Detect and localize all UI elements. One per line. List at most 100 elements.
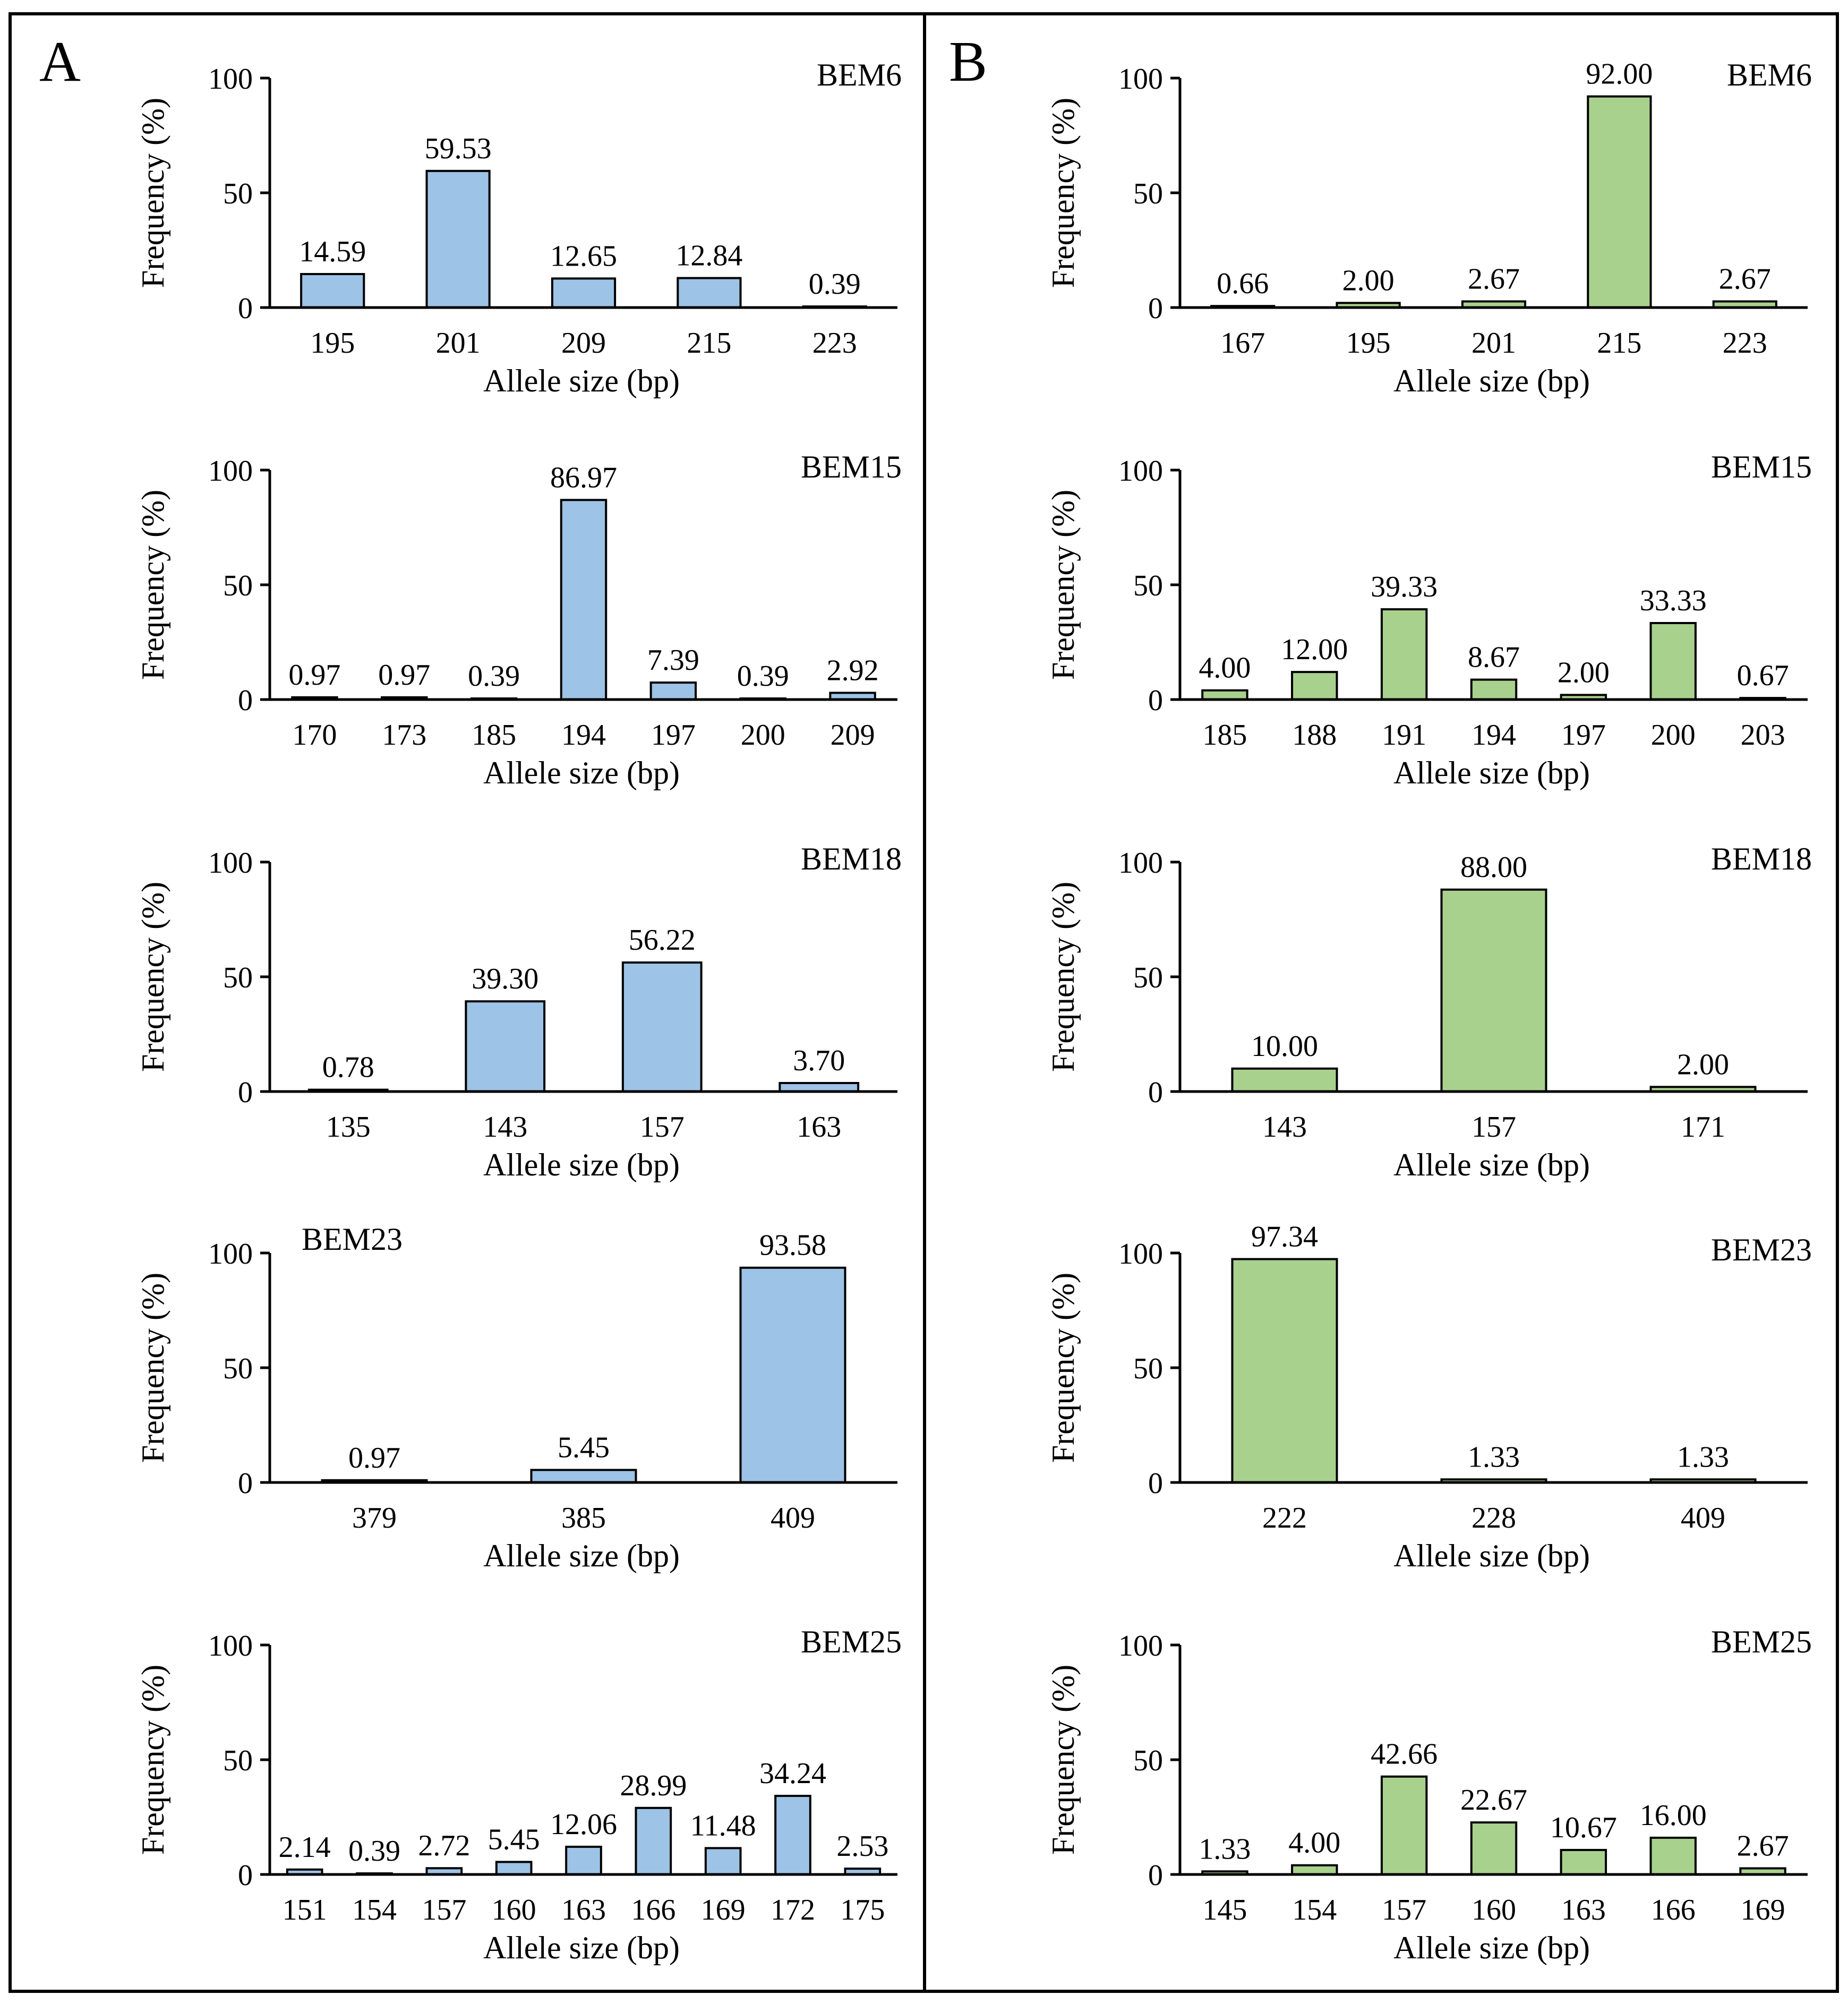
y-tick-label: 0 — [238, 1467, 253, 1500]
y-tick-label: 50 — [1133, 177, 1163, 210]
x-tick-label: 135 — [326, 1111, 371, 1144]
chart-title: BEM6 — [1727, 57, 1812, 92]
x-axis-label: Allele size (bp) — [483, 1930, 680, 1965]
chart-a-bem15: 0 50 100 Frequency (%) 0.97 170 0.97 173 0.39 185… — [135, 449, 902, 790]
data-label: 8.67 — [1468, 641, 1520, 674]
chart-title: BEM15 — [801, 449, 902, 484]
bar — [1291, 1864, 1338, 1876]
bar — [1291, 671, 1338, 701]
data-label: 86.97 — [550, 461, 617, 494]
bar — [677, 277, 742, 309]
y-tick-label: 100 — [208, 847, 253, 880]
bar — [465, 1000, 546, 1093]
data-label: 7.39 — [647, 644, 699, 677]
x-tick-label: 173 — [382, 719, 426, 752]
data-label: 10.00 — [1251, 1030, 1318, 1063]
y-tick-label: 50 — [1133, 1352, 1163, 1385]
data-label: 42.66 — [1371, 1738, 1438, 1771]
x-tick-label: 166 — [1651, 1894, 1696, 1927]
y-tick-label: 50 — [223, 1744, 253, 1777]
bar — [560, 499, 608, 701]
bar — [635, 1806, 672, 1876]
x-tick-label: 188 — [1292, 719, 1337, 752]
x-tick-label: 223 — [1723, 327, 1767, 360]
chart-title: BEM15 — [1711, 449, 1812, 484]
y-tick-label: 0 — [1148, 1076, 1163, 1109]
data-label: 33.33 — [1640, 584, 1707, 617]
data-label: 3.70 — [793, 1044, 845, 1077]
y-axis-label: Frequency (%) — [135, 98, 170, 288]
bar — [1649, 622, 1697, 701]
y-axis-label: Frequency (%) — [135, 1665, 170, 1855]
bar — [530, 1469, 637, 1484]
data-label: 0.39 — [468, 660, 520, 693]
chart-b-bem15: 0 50 100 Frequency (%) 4.00 185 12.00 188 39.33 1… — [1046, 449, 1812, 790]
bar — [739, 1266, 846, 1484]
data-label: 0.78 — [322, 1051, 374, 1084]
bar — [1201, 689, 1248, 701]
data-label: 2.92 — [827, 654, 879, 687]
data-label: 1.33 — [1199, 1832, 1251, 1865]
x-tick-label: 215 — [1597, 327, 1641, 360]
x-tick-label: 170 — [292, 719, 337, 752]
x-tick-label: 201 — [436, 327, 481, 360]
data-label: 0.66 — [1217, 267, 1269, 300]
y-axis-label: Frequency (%) — [135, 490, 170, 680]
y-axis-label: Frequency (%) — [1046, 98, 1081, 288]
data-label: 39.30 — [472, 962, 538, 995]
bar — [1440, 888, 1547, 1093]
data-label: 10.67 — [1550, 1811, 1617, 1844]
panel-label-a: A — [39, 30, 81, 93]
data-label: 1.33 — [1677, 1441, 1729, 1473]
bar — [1470, 678, 1518, 701]
data-label: 0.39 — [348, 1835, 400, 1868]
data-label: 28.99 — [620, 1769, 687, 1802]
data-label: 4.00 — [1288, 1827, 1340, 1860]
data-label: 0.97 — [348, 1442, 400, 1474]
x-tick-label: 197 — [1561, 719, 1606, 752]
chart-title: BEM23 — [302, 1222, 403, 1257]
x-tick-label: 194 — [1471, 719, 1516, 752]
data-label: 2.72 — [418, 1829, 470, 1862]
x-tick-label: 379 — [352, 1502, 397, 1535]
chart-b-bem6: 0 50 100 Frequency (%) 0.66 167 2.00 195 2.67 201… — [1046, 57, 1812, 398]
y-axis-label: Frequency (%) — [1046, 1665, 1081, 1855]
x-axis-label: Allele size (bp) — [1393, 363, 1590, 398]
bar — [1231, 1067, 1338, 1093]
x-tick-label: 160 — [1471, 1894, 1516, 1927]
bar — [1587, 95, 1652, 309]
y-axis-label: Frequency (%) — [135, 1273, 170, 1463]
data-label: 0.97 — [288, 659, 340, 692]
y-tick-label: 100 — [208, 63, 253, 96]
x-tick-label: 185 — [1202, 719, 1247, 752]
x-axis-label: Allele size (bp) — [483, 363, 680, 398]
x-tick-label: 154 — [1292, 1894, 1337, 1927]
x-axis-label: Allele size (bp) — [483, 1147, 680, 1182]
x-tick-label: 195 — [1346, 327, 1391, 360]
bar — [1380, 1775, 1428, 1876]
data-label: 97.34 — [1251, 1220, 1318, 1253]
x-tick-label: 154 — [352, 1894, 397, 1927]
data-label: 5.45 — [488, 1823, 540, 1856]
bar — [1560, 1848, 1607, 1876]
chart-title: BEM25 — [1711, 1624, 1812, 1659]
x-tick-label: 209 — [831, 719, 875, 752]
chart-b-bem25: 0 50 100 Frequency (%) 1.33 145 4.00 154 42.66 15… — [1046, 1624, 1812, 1965]
data-label: 34.24 — [759, 1757, 826, 1790]
y-axis-label: Frequency (%) — [135, 882, 170, 1072]
chart-a-bem23: 0 50 100 Frequency (%) 0.97 379 5.45 385 93.58 40… — [135, 1222, 897, 1573]
x-tick-label: 157 — [1471, 1111, 1516, 1144]
x-tick-label: 145 — [1202, 1894, 1247, 1927]
x-axis-label: Allele size (bp) — [1393, 1930, 1590, 1965]
y-tick-label: 50 — [1133, 1744, 1163, 1777]
x-tick-label: 163 — [561, 1894, 606, 1927]
data-label: 2.14 — [279, 1831, 331, 1864]
chart-a-bem18: 0 50 100 Frequency (%) 0.78 135 39.30 143 56.22 1… — [135, 841, 902, 1182]
y-tick-label: 50 — [223, 1352, 253, 1385]
y-axis-label: Frequency (%) — [1046, 490, 1081, 680]
data-label: 2.00 — [1558, 656, 1610, 689]
x-axis-label: Allele size (bp) — [1393, 755, 1590, 790]
chart-title: BEM18 — [1711, 841, 1812, 876]
bar — [649, 681, 697, 701]
data-label: 2.67 — [1468, 262, 1520, 295]
